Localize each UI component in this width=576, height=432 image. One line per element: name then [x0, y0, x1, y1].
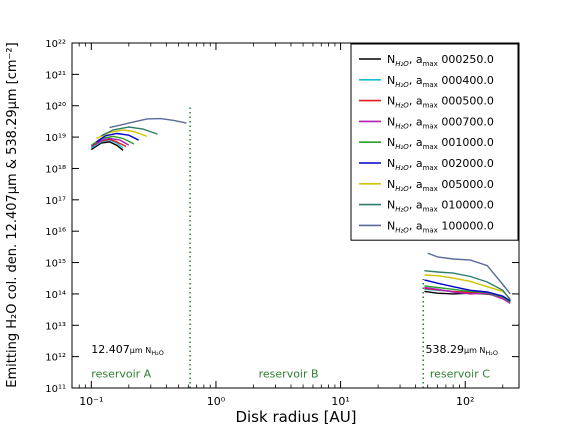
- series-line-inner: [109, 117, 187, 129]
- y-tick-label: 10¹⁹: [45, 133, 66, 144]
- line-annotation: 538.29μm NH₂O: [426, 343, 499, 357]
- series-line-inner: [100, 126, 158, 137]
- y-tick-label: 10¹²: [45, 353, 66, 364]
- legend-entry: NH₂O, amax 005000.0: [387, 178, 494, 193]
- series-line-outer: [424, 279, 511, 302]
- legend-entry: NH₂O, amax 000400.0: [387, 74, 494, 89]
- annotations: 12.407μm NH₂O 538.29μm NH₂O reservoir A res…: [91, 343, 498, 380]
- x-axis-ticks: 10⁻¹ 10⁰ 10¹ 10²: [78, 43, 504, 408]
- legend-entry: NH₂O, amax 000700.0: [387, 115, 494, 130]
- series-line-outer: [424, 270, 511, 301]
- series-line-outer: [424, 286, 511, 304]
- series-line-outer: [427, 252, 511, 295]
- legend-entry: NH₂O, amax 000500.0: [387, 95, 494, 110]
- reservoir-boundaries: [189, 105, 424, 388]
- legend-entry: NH₂O, amax 002000.0: [387, 157, 494, 172]
- y-tick-label: 10¹⁴: [45, 290, 66, 301]
- x-tick-label: 10⁰: [207, 395, 226, 408]
- y-tick-label: 10¹⁶: [45, 227, 66, 238]
- y-tick-label: 10²²: [45, 39, 66, 50]
- legend-entry: NH₂O, amax 000250.0: [387, 53, 494, 68]
- reservoir-label: reservoir A: [91, 367, 151, 380]
- legend-entry: NH₂O, amax 001000.0: [387, 136, 494, 151]
- x-tick-label: 10⁻¹: [79, 395, 103, 408]
- series-line-inner: [90, 139, 124, 149]
- y-tick-label: 10¹³: [45, 321, 66, 332]
- plot-frame: [71, 42, 520, 389]
- y-tick-label: 10¹¹: [45, 384, 66, 395]
- y-tick-label: 10¹⁵: [45, 259, 66, 270]
- reservoir-label: reservoir C: [430, 367, 490, 380]
- series-line-inner: [90, 137, 130, 148]
- legend: NH₂O, amax 000250.0 NH₂O, amax 000400.0 NH…: [350, 43, 519, 241]
- line-annotation: 12.407μm NH₂O: [91, 343, 164, 357]
- y-tick-label: 10²⁰: [45, 102, 66, 113]
- x-axis-label: Disk radius [AU]: [235, 408, 356, 426]
- x-tick-label: 10¹: [331, 395, 349, 408]
- y-tick-label: 10¹⁸: [45, 164, 66, 175]
- x-tick-label: 10²: [456, 395, 474, 408]
- series-line-inner: [96, 132, 140, 143]
- series-line-inner: [90, 141, 124, 151]
- y-axis-label: Emitting H₂O col. den. 12.407μm & 538.29…: [5, 42, 20, 387]
- legend-entry: NH₂O, amax 100000.0: [387, 219, 494, 234]
- legend-entry: NH₂O, amax 010000.0: [387, 199, 494, 214]
- data-series: [90, 117, 511, 304]
- y-tick-label: 10¹⁷: [45, 196, 66, 207]
- reservoir-label: reservoir B: [259, 367, 319, 380]
- y-tick-label: 10²¹: [45, 70, 66, 81]
